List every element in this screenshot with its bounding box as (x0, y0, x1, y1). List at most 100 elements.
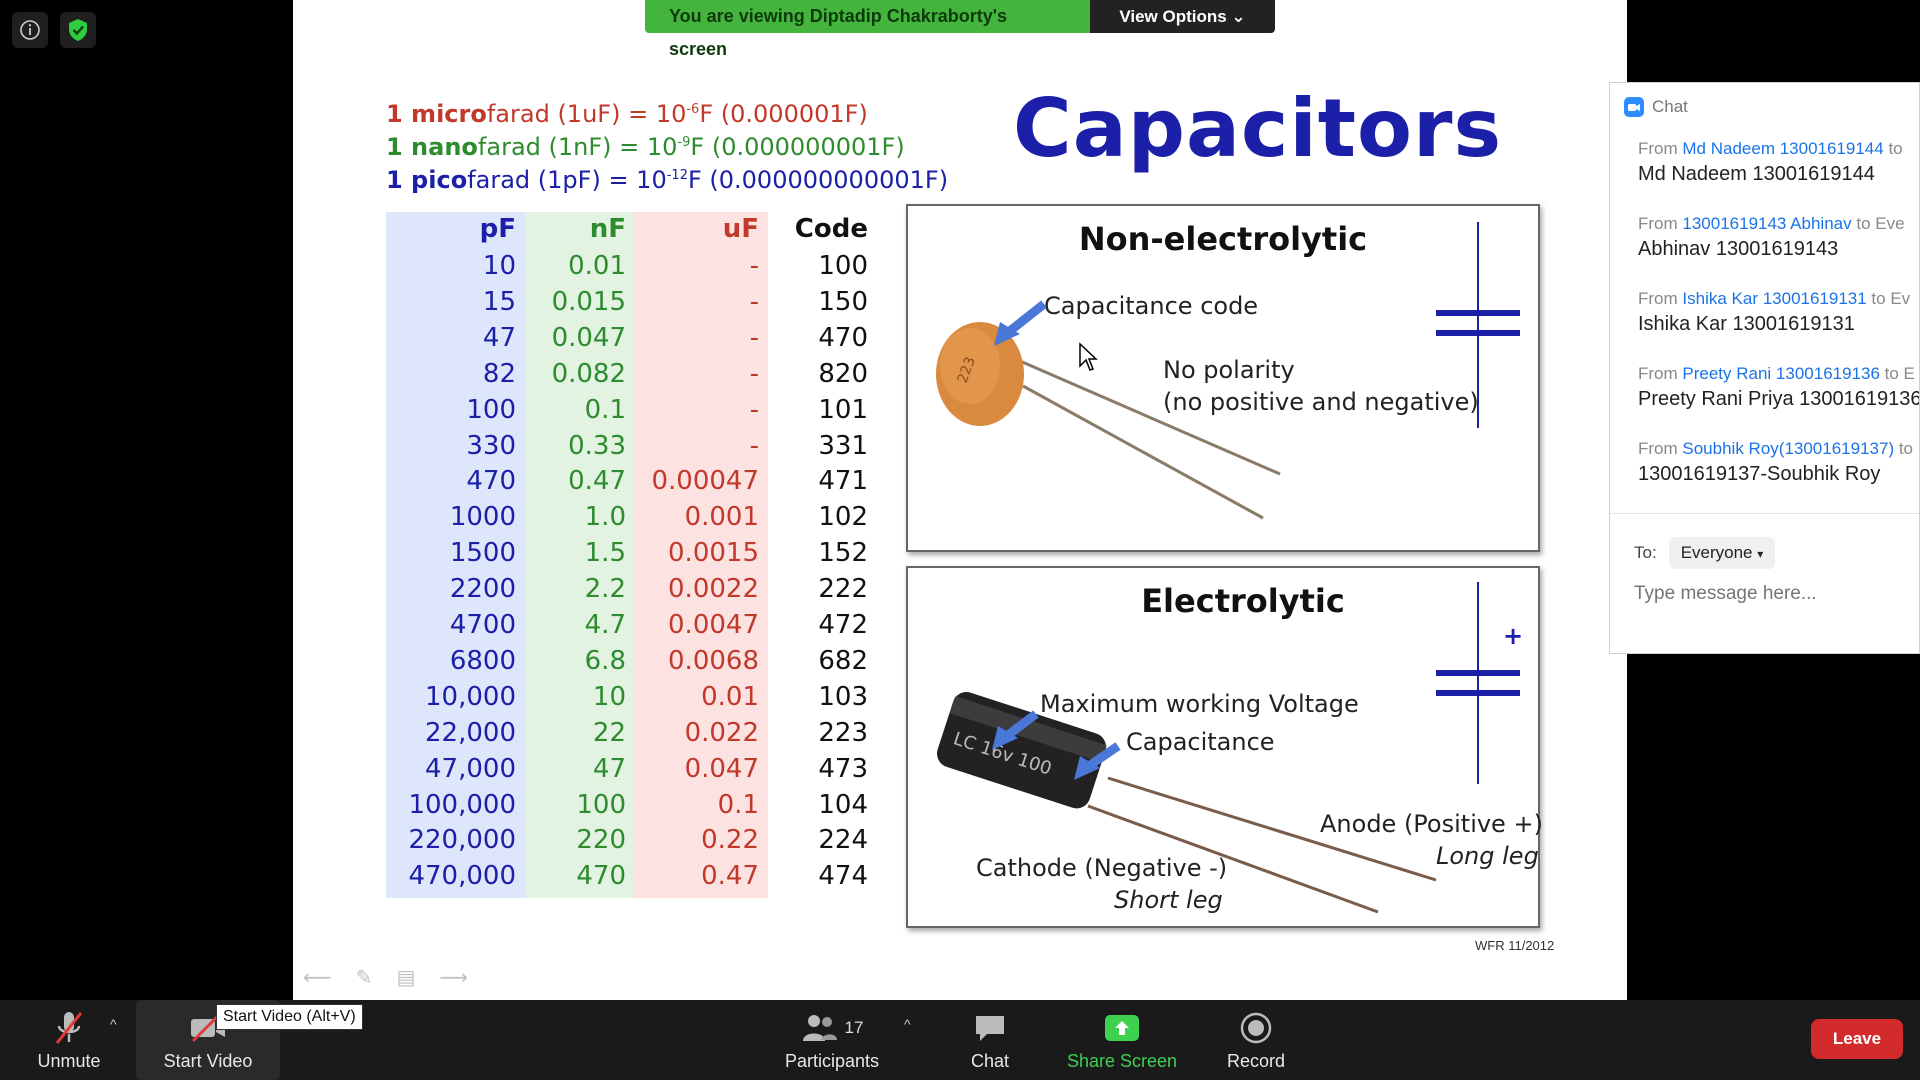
pf-value: 1500 (449, 538, 516, 569)
meeting-info-icon[interactable] (12, 12, 48, 48)
chat-message: From Soubhik Roy(13001619137) to 13001619… (1638, 439, 1913, 486)
pf-column-bg (386, 212, 526, 898)
non-electrolytic-title: Non-electrolytic (1078, 220, 1368, 258)
annotation-tools: ⟵ ✎ ▤ ⟶ (303, 965, 468, 990)
pf-value: 470,000 (408, 861, 516, 892)
audio-options-caret[interactable]: ^ (110, 1016, 117, 1032)
code-value: 682 (818, 645, 868, 676)
electrolytic-capacitor-illustration: LC 16v 100 (937, 582, 1520, 914)
code-value: 223 (818, 717, 868, 748)
anode-label: Anode (Positive +) (1320, 810, 1543, 838)
uf-value: - (749, 394, 759, 425)
message-sender-line: From Preety Rani 13001619136 to E (1638, 364, 1915, 383)
participants-options-caret[interactable]: ^ (904, 1016, 911, 1032)
share-screen-button[interactable]: Share Screen (1062, 1000, 1182, 1080)
uf-value: 0.022 (684, 717, 759, 748)
pf-value: 100,000 (408, 789, 516, 820)
long-leg-label: Long leg (1436, 842, 1539, 870)
code-value: 102 (818, 502, 868, 533)
record-button[interactable]: Record (1216, 1000, 1296, 1080)
nf-value: 10 (592, 681, 626, 712)
forward-arrow-icon[interactable]: ⟶ (439, 967, 469, 989)
pf-value: 1000 (449, 502, 516, 533)
code-value: 152 (818, 538, 868, 569)
chat-panel: Chat From Md Nadeem 13001619144 to Md Nad… (1609, 82, 1920, 654)
message-sender-line: From Ishika Kar 13001619131 to Ev (1638, 289, 1911, 308)
header-uf: uF (722, 214, 759, 244)
mouse-cursor-icon (1079, 342, 1098, 371)
nf-value: 2.2 (584, 574, 626, 605)
uf-value: 0.047 (684, 753, 759, 784)
participants-icon: 17 (801, 1009, 863, 1047)
chat-header: Chat (1624, 97, 1688, 117)
sender-name-link[interactable]: Preety Rani 13001619136 (1682, 364, 1880, 383)
code-value: 222 (818, 574, 868, 605)
chat-button[interactable]: Chat (950, 1000, 1030, 1080)
chat-message: From Ishika Kar 13001619131 to Ev Ishika … (1638, 289, 1910, 336)
sender-name-link[interactable]: 13001619143 Abhinav (1682, 214, 1852, 233)
message-text: Abhinav 13001619143 (1638, 238, 1839, 260)
share-screen-icon (1104, 1009, 1140, 1047)
chat-message: From 13001619143 Abhinav to Eve Abhinav 1… (1638, 214, 1905, 261)
chevron-down-icon: ▾ (1757, 547, 1764, 561)
to-label: To: (1634, 543, 1657, 562)
leave-button[interactable]: Leave (1811, 1019, 1903, 1059)
uf-value: - (749, 251, 759, 281)
positive-sign: + (1503, 622, 1524, 650)
sender-name-link[interactable]: Md Nadeem 13001619144 (1682, 139, 1884, 158)
pf-value: 10,000 (425, 681, 516, 712)
nf-value: 0.082 (551, 358, 626, 389)
uf-value: - (749, 322, 759, 353)
security-shield-icon[interactable] (60, 12, 96, 48)
start-video-tooltip: Start Video (Alt+V) (216, 1004, 363, 1030)
uf-value: 0.47 (701, 861, 759, 892)
nf-value: 4.7 (584, 610, 626, 640)
pf-value: 2200 (449, 574, 516, 605)
message-text: 13001619137-Soubhik Roy (1638, 463, 1881, 485)
uf-value: 0.001 (684, 502, 759, 533)
message-text: Md Nadeem 13001619144 (1638, 163, 1875, 185)
electrolytic-panel: Electrolytic Maximum working Voltage Cap… (906, 566, 1543, 928)
chat-recipient: To: Everyone ▾ (1634, 537, 1776, 569)
chat-message-input[interactable] (1634, 583, 1904, 605)
view-options-button[interactable]: View Options ⌄ (1090, 0, 1275, 33)
uf-value: - (749, 358, 759, 389)
uf-value: 0.00047 (651, 466, 759, 497)
code-value: 104 (818, 789, 868, 820)
conversion-pico: 1 picofarad (1pF) = 10-12F (0.0000000000… (386, 166, 949, 194)
message-sender-line: From Soubhik Roy(13001619137) to (1638, 439, 1914, 458)
back-arrow-icon[interactable]: ⟵ (303, 967, 332, 989)
shared-screen-slide: 1 microfarad (1uF) = 10-6F (0.000001F) 1… (293, 0, 1627, 1000)
chat-bubble-icon (973, 1009, 1007, 1047)
menu-icon[interactable]: ▤ (396, 967, 416, 989)
code-value: 474 (818, 861, 868, 892)
unmute-button[interactable]: Unmute (20, 1000, 118, 1080)
recipient-select[interactable]: Everyone ▾ (1668, 537, 1776, 569)
pf-value: 100 (466, 394, 516, 425)
nf-value: 470 (576, 861, 626, 892)
uf-column-bg (634, 212, 768, 898)
chat-message: From Md Nadeem 13001619144 to Md Nadeem 1… (1638, 139, 1903, 186)
message-sender-line: From 13001619143 Abhinav to Eve (1638, 214, 1905, 233)
code-value: 103 (818, 681, 868, 712)
uf-value: 0.0015 (668, 538, 759, 569)
nf-value: 0.47 (568, 466, 626, 497)
sender-name-link[interactable]: Ishika Kar 13001619131 (1682, 289, 1867, 308)
video-off-icon (189, 1009, 227, 1047)
slide-credit: WFR 11/2012 (1475, 938, 1555, 953)
header-nf: nF (589, 214, 626, 244)
sender-name-link[interactable]: Soubhik Roy(13001619137) (1682, 439, 1895, 458)
header-code: Code (794, 214, 868, 244)
electrolytic-title: Electrolytic (1141, 582, 1345, 620)
pf-value: 47 (482, 322, 516, 353)
nf-value: 0.1 (584, 394, 626, 425)
conversion-nano: 1 nanofarad (1nF) = 10-9F (0.000000001F) (386, 133, 905, 161)
pen-icon[interactable]: ✎ (355, 967, 373, 989)
nf-value: 1.0 (584, 502, 626, 533)
participants-button[interactable]: 17 Participants (770, 1000, 894, 1080)
uf-value: - (749, 430, 759, 461)
capacitance-code-label: Capacitance code (1044, 292, 1259, 320)
pf-value: 220,000 (408, 825, 516, 856)
nf-value: 22 (592, 717, 626, 748)
